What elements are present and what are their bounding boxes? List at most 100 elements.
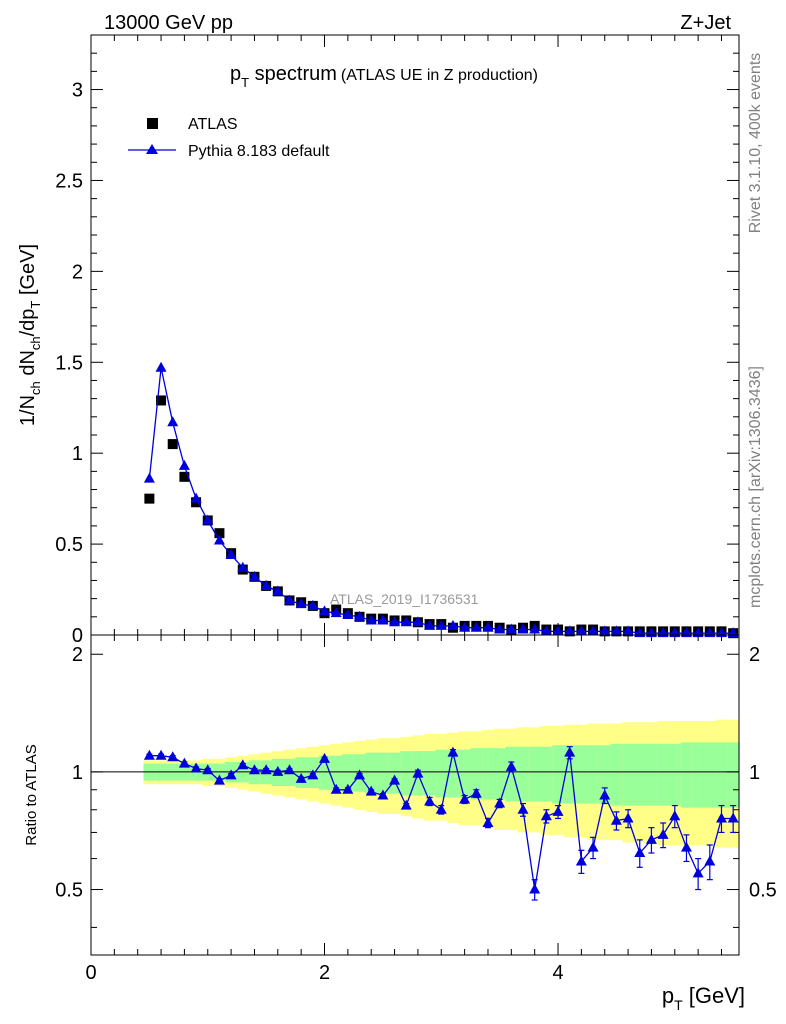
pythia-point	[540, 625, 552, 636]
ratio-band-inner	[727, 742, 740, 808]
legend-marker-atlas	[147, 118, 158, 129]
process-label: Z+Jet	[680, 12, 731, 34]
pythia-point	[365, 614, 377, 625]
pythia-point	[459, 621, 471, 632]
x-axis-label: pT [GeV]	[662, 983, 745, 1013]
ratio-point	[202, 764, 214, 775]
ratio-band-inner	[493, 748, 507, 800]
pythia-point	[295, 598, 307, 609]
ratio-band-inner	[447, 749, 460, 798]
ratio-point	[424, 795, 436, 806]
pythia-point	[237, 561, 249, 572]
pythia-point	[342, 609, 354, 619]
main-y-tick-label: 0.5	[55, 534, 83, 556]
ratio-point	[727, 812, 739, 823]
ratio-point	[564, 746, 576, 757]
pythia-point	[272, 585, 284, 596]
ratio-band-inner	[342, 754, 355, 792]
ratio-point	[435, 803, 447, 814]
main-y-axis-label-text: 1/Nch dNch/dpT [GeV]	[17, 244, 43, 426]
ratio-point	[330, 783, 342, 794]
energy-label: 13000 GeV pp	[104, 12, 233, 34]
ratio-point	[260, 764, 272, 775]
ratio-frame	[90, 634, 740, 956]
pythia-point	[354, 610, 366, 621]
pythia-point	[505, 623, 517, 634]
pythia-point	[283, 594, 295, 605]
pythia-point	[319, 605, 331, 616]
ratio-band-inner	[668, 743, 682, 806]
mcplots-label: mcplots.cern.ch [arXiv:1306.3436]	[747, 366, 764, 608]
pythia-point	[529, 623, 541, 634]
atlas-data-point	[214, 528, 225, 539]
ratio-band-inner	[318, 755, 331, 790]
pythia-point	[494, 623, 506, 634]
pythia-point	[447, 619, 459, 630]
pythia-point	[213, 534, 225, 545]
ratio-band-inner	[470, 748, 483, 800]
ratio-point	[575, 855, 587, 866]
ratio-band-inner	[633, 743, 647, 806]
ratio-point	[599, 789, 611, 800]
pythia-point	[517, 623, 529, 634]
atlas-data-point	[167, 439, 178, 450]
ratio-point	[587, 841, 599, 852]
ratio-point	[494, 797, 506, 808]
ratio-band-inner	[587, 745, 600, 804]
plot-title: pT spectrum (ATLAS UE in Z production)	[230, 63, 538, 90]
ratio-point	[412, 767, 424, 778]
ratio-point	[377, 789, 389, 800]
ratio-band-inner	[703, 742, 717, 808]
ratio-point	[704, 855, 716, 866]
ratio-band-inner	[645, 743, 658, 806]
ratio-point	[669, 810, 681, 821]
ratio-band-inner	[715, 742, 728, 808]
ratio-y-tick-label: 0.5	[55, 880, 83, 902]
ratio-band-inner	[295, 757, 308, 788]
ratio-band-inner	[610, 743, 623, 806]
ratio-point	[447, 746, 459, 757]
pythia-point	[389, 616, 401, 627]
pythia-point	[143, 472, 155, 483]
ratio-point	[354, 769, 366, 780]
legend: ATLAS Pythia 8.183 default	[128, 116, 330, 160]
atlas-data-point	[179, 471, 190, 482]
ratio-point	[307, 769, 319, 780]
pythia-point	[178, 459, 190, 470]
ratio-point	[283, 764, 295, 775]
ratio-point	[622, 812, 634, 823]
ratio-band-inner	[377, 752, 390, 794]
ratio-band-inner	[435, 749, 448, 798]
ratio-band-inner	[575, 745, 588, 804]
main-y-tick-label: 2.5	[55, 170, 83, 192]
ratio-point	[237, 759, 249, 770]
ratio-point	[540, 810, 552, 821]
pythia-point	[564, 625, 576, 636]
main-y-tick-label: 1	[72, 443, 83, 465]
ratio-point	[610, 814, 622, 825]
pythia-point	[482, 621, 494, 632]
ratio-point	[459, 793, 471, 804]
pythia-point	[622, 625, 634, 636]
pythia-point	[575, 625, 587, 636]
ratio-point	[505, 760, 517, 771]
main-y-tick-label: 1.5	[55, 352, 83, 374]
ratio-point	[470, 787, 482, 798]
pythia-point	[248, 570, 260, 581]
main-plot-panel: 0 0.5 1 1.5 2 2.5 3	[55, 34, 739, 647]
analysis-watermark: ATLAS_2019_I1736531	[330, 591, 479, 607]
pythia-point	[190, 492, 202, 503]
ratio-point	[248, 764, 260, 775]
legend-label-pythia: Pythia 8.183 default	[188, 143, 330, 160]
pythia-point	[260, 579, 272, 590]
ratio-point	[634, 847, 646, 858]
legend-label-atlas: ATLAS	[188, 116, 238, 133]
pythia-point	[470, 621, 482, 632]
ratio-point	[400, 799, 412, 810]
ratio-point	[517, 803, 529, 814]
ratio-point	[295, 772, 307, 783]
ratio-point	[342, 783, 354, 794]
pythia-point	[599, 625, 611, 636]
ratio-band-inner	[552, 745, 565, 804]
